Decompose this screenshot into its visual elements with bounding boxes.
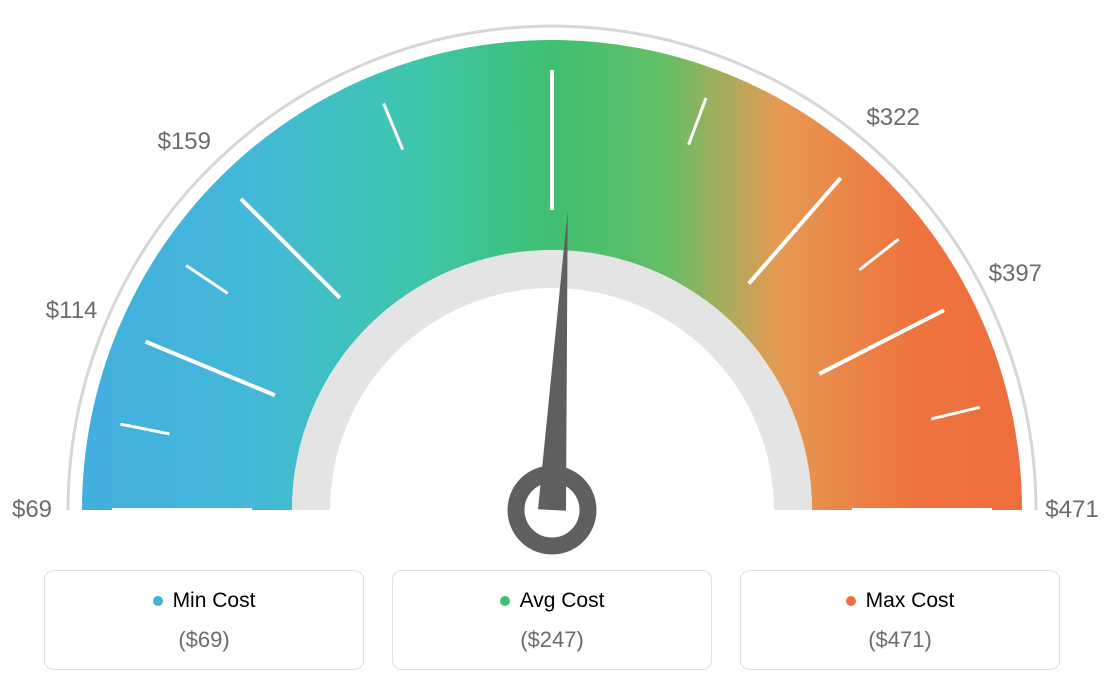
legend-card-min: Min Cost ($69): [44, 570, 364, 670]
legend-dot-max: [846, 596, 856, 606]
legend-card-max: Max Cost ($471): [740, 570, 1060, 670]
legend-title-max: Max Cost: [846, 589, 955, 613]
gauge-tick-label: $247: [525, 0, 578, 4]
legend-label-max: Max Cost: [866, 589, 955, 613]
gauge-tick-label: $159: [158, 128, 211, 156]
legend-label-avg: Avg Cost: [520, 589, 605, 613]
legend-value-max: ($471): [741, 627, 1059, 653]
gauge-tick-label: $69: [12, 496, 52, 524]
legend-value-avg: ($247): [393, 627, 711, 653]
gauge-tick-label: $397: [989, 260, 1042, 288]
legend-value-min: ($69): [45, 627, 363, 653]
legend-row: Min Cost ($69) Avg Cost ($247) Max Cost …: [0, 570, 1104, 670]
legend-title-min: Min Cost: [153, 589, 256, 613]
gauge-tick-label: $471: [1045, 496, 1098, 524]
legend-label-min: Min Cost: [173, 589, 256, 613]
gauge-svg: [0, 0, 1104, 560]
legend-dot-min: [153, 596, 163, 606]
gauge-tick-label: $114: [46, 297, 98, 325]
cost-gauge-chart: $69 $114 $159 $247 $322 $397 $471: [0, 0, 1104, 560]
gauge-tick-label: $322: [866, 104, 919, 132]
legend-dot-avg: [500, 596, 510, 606]
legend-title-avg: Avg Cost: [500, 589, 605, 613]
legend-card-avg: Avg Cost ($247): [392, 570, 712, 670]
